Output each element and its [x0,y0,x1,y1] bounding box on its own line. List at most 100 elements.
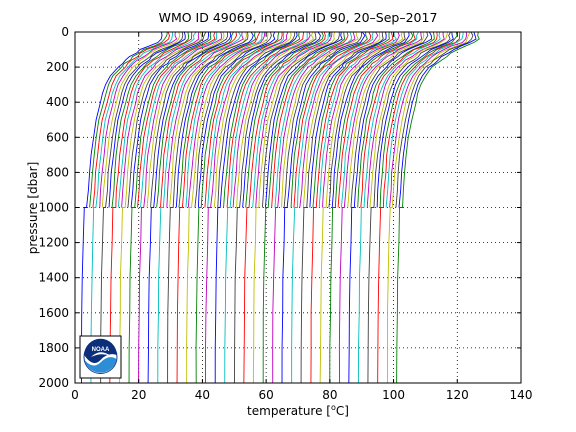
profile-line [302,32,381,208]
profile-line [329,32,414,383]
profile-line [109,32,193,383]
profile-line [319,32,404,383]
y-axis: 0 200 400 600 800 1000 1200 1400 1600 1800 2000 [38,25,521,390]
y-axis-title: pressure [dbar] [26,162,40,255]
profile-line [204,32,283,208]
profile-line [264,32,343,208]
profile-line [157,32,242,383]
profile-line [127,32,207,208]
profile-line [89,32,168,208]
profile-line [357,32,435,208]
profile-line [121,32,200,208]
profile-line [217,32,296,208]
profile-line [281,32,359,208]
y-tick-label: 1000 [38,201,69,215]
profile-line [255,32,333,208]
y-tick-label: 1600 [38,306,69,320]
profile-line [128,32,212,383]
profile-line [156,32,234,208]
profile-line [379,32,458,208]
profile-line [312,32,390,208]
y-tick-label: 0 [61,25,69,39]
profile-line [236,32,315,208]
x-axis-degree: o [331,403,336,412]
profile-line [331,32,410,208]
x-axis-title: temperature [oC] [247,403,349,418]
profile-line [242,32,321,208]
profile-line [322,32,400,208]
x-tick-label: 20 [131,388,146,402]
profile-line [261,32,340,208]
profile-line [340,32,419,208]
profile-line [147,32,232,383]
y-tick-label: 200 [46,60,69,74]
x-tick-label: 120 [446,388,469,402]
profile-line [283,32,363,208]
profile-line [360,32,438,208]
profile-line [137,32,216,208]
profile-line [299,32,379,208]
y-tick-label: 2000 [38,376,69,390]
profile-line [318,32,397,208]
series-group [81,32,480,383]
profile-line [195,32,280,383]
x-axis-title-main: temperature [ [247,404,331,418]
profile-line [395,32,474,208]
profile-line [281,32,366,383]
profile-line [291,32,374,383]
profile-line [262,32,346,383]
x-tick-label: 0 [71,388,79,402]
profile-line [92,32,170,208]
profile-line [271,32,349,208]
profile-line [293,32,372,208]
profile-line [186,32,269,383]
profile-line [185,32,263,208]
profile-line [396,32,480,383]
profile-line [348,32,433,383]
profile-line [226,32,305,208]
profile-line [108,32,186,208]
profile-line [386,32,471,383]
profile-line [138,32,223,383]
profile-line [175,32,254,208]
y-tick-label: 1200 [38,236,69,250]
profile-line [130,32,209,208]
profile-line [111,32,189,208]
x-tick-label: 60 [259,388,274,402]
profile-line [310,32,394,383]
logo-sky [84,338,117,364]
profile-line [204,32,289,383]
profile-line [347,32,425,208]
profile-line [243,32,326,383]
x-tick-label: 140 [510,388,533,402]
profile-line [224,32,308,383]
chart-title: WMO ID 49069, internal ID 90, 20–Sep–201… [159,10,438,25]
profile-line [398,32,477,208]
profile-line [234,32,317,383]
profile-line [178,32,257,208]
profile-line [309,32,387,208]
profile-line [300,32,384,383]
profile-line [376,32,454,208]
y-tick-label: 1400 [38,271,69,285]
profile-line [245,32,324,208]
profile-line [389,32,468,208]
profile-line [214,32,298,383]
profile-line [385,32,464,208]
profile-line [252,32,330,208]
logo-bird [91,352,111,357]
x-axis-unit: C] [336,404,349,418]
profile-line [252,32,336,383]
profile-line [272,32,356,383]
y-tick-label: 400 [46,95,69,109]
profile-line [223,32,301,208]
profile-line [350,32,429,208]
x-tick-label: 80 [322,388,337,402]
x-axis: 0 20 40 60 80 100 120 140 [71,32,532,402]
profile-line [167,32,249,383]
y-tick-label: 800 [46,165,69,179]
profile-line [366,32,445,208]
y-tick-label: 600 [46,130,69,144]
profile-line [337,32,416,208]
